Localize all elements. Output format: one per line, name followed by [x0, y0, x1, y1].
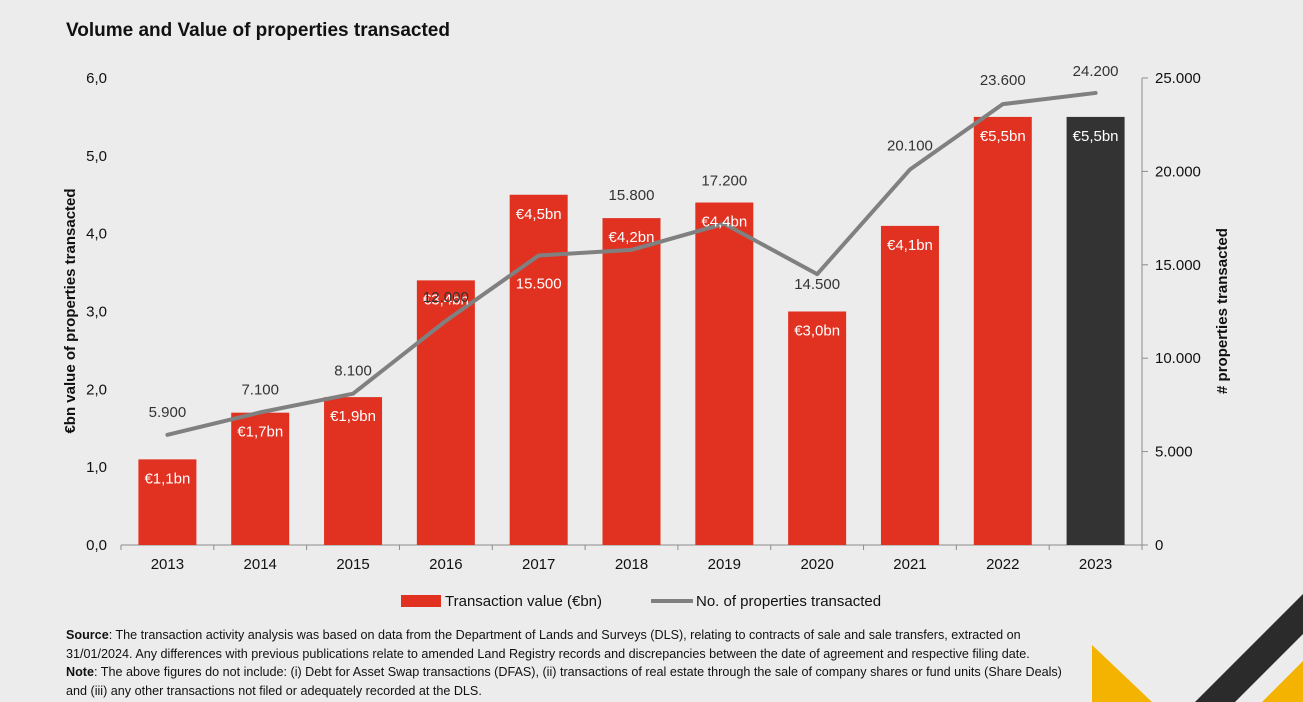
x-tick-label: 2014	[244, 556, 277, 573]
bar-value-label: €4,1bn	[887, 237, 933, 254]
legend-label-transaction-value: Transaction value (€bn)	[445, 593, 602, 610]
bar-value-label: €4,2bn	[609, 229, 655, 246]
decoration-yellow-stripe	[1262, 661, 1303, 702]
bar-2017	[509, 194, 568, 545]
left-y-tick-label: 5,0	[86, 148, 107, 165]
line-value-label: 15.500	[516, 275, 562, 292]
line-value-label: 7.100	[241, 381, 279, 398]
x-tick-label: 2021	[893, 556, 926, 573]
left-y-tick-label: 3,0	[86, 304, 107, 321]
bar-2013	[138, 459, 197, 545]
bar-value-label: €1,1bn	[144, 470, 190, 487]
right-y-tick-label: 20.000	[1155, 163, 1201, 180]
decoration-yellow-triangle	[1092, 645, 1152, 702]
bar-value-label: €4,4bn	[701, 214, 747, 231]
line-value-label: 23.600	[980, 72, 1026, 89]
x-tick-label: 2017	[522, 556, 555, 573]
bar-2023	[1066, 116, 1125, 546]
right-y-tick-label: 5.000	[1155, 444, 1193, 461]
left-y-tick-label: 6,0	[86, 70, 107, 87]
right-y-tick-label: 15.000	[1155, 257, 1201, 274]
bar-2021	[880, 225, 939, 545]
x-tick-label: 2016	[429, 556, 462, 573]
source-label: Source	[66, 628, 109, 642]
bar-value-label: €3,4bn	[423, 291, 469, 308]
note-label: Note	[66, 665, 94, 679]
bar-2015	[324, 397, 383, 545]
bar-2019	[695, 202, 754, 546]
line-value-label: 14.500	[794, 276, 840, 293]
x-tick-label: 2013	[151, 556, 184, 573]
x-tick-label: 2020	[800, 556, 833, 573]
line-value-label: 12.000	[423, 289, 469, 306]
line-value-label: 5.900	[149, 404, 187, 421]
line-value-label: 15.800	[609, 187, 655, 204]
bar-value-label: €1,7bn	[237, 424, 283, 441]
left-y-tick-label: 1,0	[86, 459, 107, 476]
bar-2018	[602, 218, 661, 545]
right-y-tick-label: 0	[1155, 537, 1163, 554]
line-value-label: 17.200	[701, 173, 747, 190]
chart-notes: Source: The transaction activity analysi…	[66, 626, 1076, 700]
line-value-label: 20.100	[887, 138, 933, 155]
x-tick-label: 2023	[1079, 556, 1112, 573]
bar-value-label: €5,5bn	[1073, 128, 1119, 145]
line-value-label: 24.200	[1073, 63, 1119, 80]
x-tick-label: 2019	[708, 556, 741, 573]
x-tick-label: 2015	[336, 556, 369, 573]
legend-swatch-transaction-value	[401, 595, 441, 607]
bar-value-label: €3,0bn	[794, 323, 840, 340]
bar-2022	[973, 116, 1032, 546]
right-y-axis-title: # properties transacted	[1214, 228, 1231, 394]
x-tick-label: 2018	[615, 556, 648, 573]
source-text: : The transaction activity analysis was …	[66, 628, 1030, 661]
bar-2016	[416, 280, 475, 545]
left-y-tick-label: 4,0	[86, 226, 107, 243]
note-text: : The above figures do not include: (i) …	[66, 665, 1062, 698]
bar-2020	[788, 311, 847, 545]
right-y-tick-label: 25.000	[1155, 70, 1201, 87]
chart-title: Volume and Value of properties transacte…	[66, 20, 450, 41]
bar-value-label: €4,5bn	[516, 206, 562, 223]
left-y-tick-label: 0,0	[86, 537, 107, 554]
left-y-tick-label: 2,0	[86, 381, 107, 398]
note-text-block: Note: The above figures do not include: …	[66, 663, 1076, 700]
right-y-tick-label: 10.000	[1155, 350, 1201, 367]
left-y-axis-title: €bn value of properties transacted	[62, 188, 79, 433]
bar-value-label: €5,5bn	[980, 128, 1026, 145]
source-note: Source: The transaction activity analysi…	[66, 626, 1076, 663]
line-value-label: 8.100	[334, 363, 372, 380]
x-tick-label: 2022	[986, 556, 1019, 573]
bar-value-label: €1,9bn	[330, 408, 376, 425]
chart: 0,0 1,0 2,0 3,0 4,0 5,0 6,0 0 5.000 10.000 15.000 2…	[62, 63, 1231, 610]
legend-label-properties: No. of properties transacted	[696, 593, 881, 610]
bar-2014	[231, 412, 290, 545]
